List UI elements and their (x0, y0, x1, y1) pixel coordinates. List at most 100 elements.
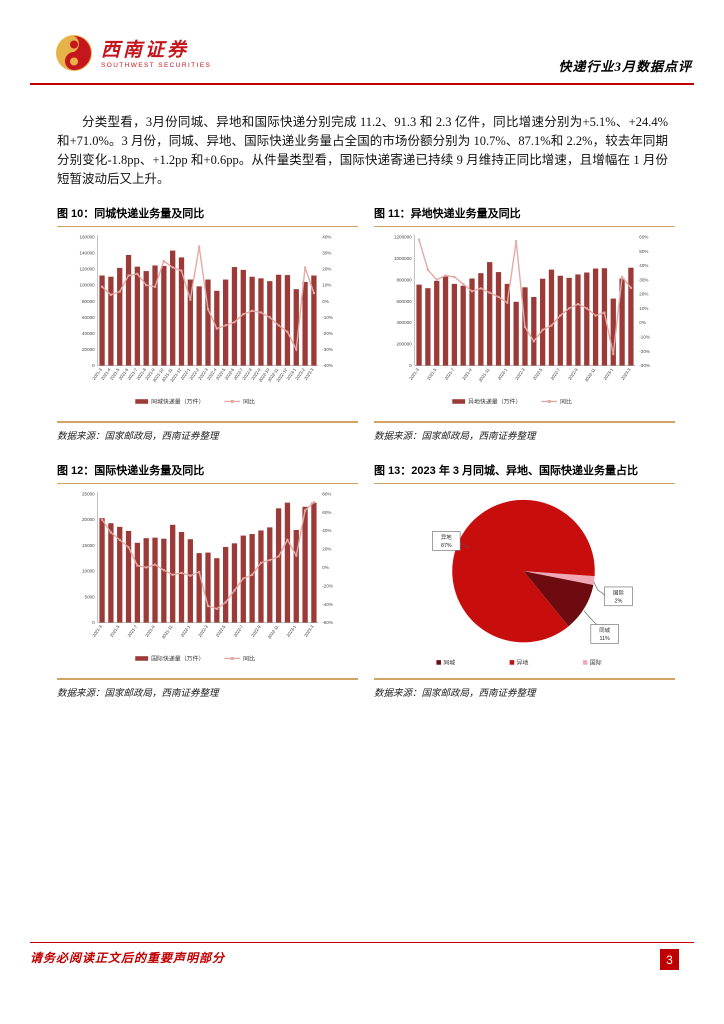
svg-text:60000: 60000 (82, 315, 95, 320)
header-rule (30, 83, 694, 85)
svg-text:2022-5: 2022-5 (215, 624, 227, 638)
svg-text:120000: 120000 (80, 267, 96, 272)
svg-text:10000: 10000 (82, 569, 95, 574)
svg-text:-20%: -20% (322, 331, 333, 336)
svg-text:87%: 87% (441, 543, 452, 549)
svg-text:2022-9: 2022-9 (250, 624, 262, 638)
svg-text:2021-9: 2021-9 (461, 367, 473, 381)
svg-text:国际: 国际 (613, 588, 624, 596)
svg-text:同城快递量（万件）: 同城快递量（万件） (151, 398, 204, 406)
svg-text:同比: 同比 (243, 655, 255, 663)
svg-text:2021-7: 2021-7 (444, 367, 456, 381)
footer-disclaimer: 请务必阅读正文后的重要声明部分 (30, 951, 226, 965)
figure-11: 图 11：异地快递业务量及同比 0 200000 400000 600000 80000… (374, 203, 675, 442)
figure-12-title: 图 12：国际快递业务量及同比 (57, 460, 358, 484)
svg-text:25000: 25000 (82, 492, 95, 497)
svg-text:1200000: 1200000 (394, 235, 412, 240)
svg-text:同城: 同城 (599, 627, 610, 634)
svg-text:异地快递量（万件）: 异地快递量（万件） (468, 398, 521, 406)
svg-text:40%: 40% (639, 263, 648, 268)
svg-text:600000: 600000 (397, 299, 413, 304)
svg-text:2021-7: 2021-7 (127, 624, 139, 638)
figure-13-source: 数据来源：国家邮政局，西南证券整理 (374, 678, 675, 699)
brand-text: 西南证券 SOUTHWEST SECURITIES (101, 41, 211, 70)
svg-text:20%: 20% (639, 292, 648, 297)
svg-text:2023-3: 2023-3 (303, 367, 315, 381)
svg-text:60%: 60% (639, 235, 648, 240)
svg-text:0: 0 (92, 620, 95, 625)
report-title: 快递行业3月数据点评 (558, 59, 692, 74)
brand-name-en: SOUTHWEST SECURITIES (101, 62, 212, 70)
svg-text:50%: 50% (639, 249, 648, 254)
figure-13-title: 图 13：2023 年 3 月同城、异地、国际快递业务量占比 (374, 460, 675, 484)
svg-text:2022-9: 2022-9 (567, 367, 579, 381)
company-logo-icon (55, 34, 93, 77)
page-footer: 请务必阅读正文后的重要声明部分 3 (30, 942, 694, 970)
figure-12: 图 12：国际快递业务量及同比 0 5000 10000 15000 20000 2500… (57, 460, 358, 699)
brand-name-cn: 西南证券 (101, 40, 190, 62)
figure-10-chart: 0 20000 40000 60000 80000 100000 120000 140000 1… (57, 229, 358, 419)
svg-text:200000: 200000 (397, 342, 413, 347)
svg-text:-30%: -30% (322, 347, 333, 352)
svg-text:2022-3: 2022-3 (197, 624, 209, 638)
svg-text:0%: 0% (639, 320, 646, 325)
svg-text:0: 0 (92, 363, 95, 368)
svg-text:-20%: -20% (639, 349, 650, 354)
body-paragraph: 分类型看，3月份同城、异地和国际快递分别完成 11.2、91.3 和 2.3 亿… (57, 115, 668, 186)
figure-10-title: 图 10：同城快递业务量及同比 (57, 203, 358, 227)
figure-10: 图 10：同城快递业务量及同比 0 20000 40000 60000 80000 100… (57, 203, 358, 442)
svg-text:2022-1: 2022-1 (179, 624, 191, 638)
svg-text:40000: 40000 (82, 331, 95, 336)
svg-text:-10%: -10% (322, 315, 333, 320)
svg-text:30%: 30% (322, 251, 331, 256)
svg-text:0: 0 (409, 363, 412, 368)
svg-text:0%: 0% (322, 299, 329, 304)
svg-text:2022-7: 2022-7 (232, 624, 244, 638)
svg-text:2023-3: 2023-3 (620, 367, 632, 381)
svg-text:0%: 0% (322, 565, 329, 570)
svg-text:20000: 20000 (82, 517, 95, 522)
svg-text:2021-3: 2021-3 (91, 624, 103, 638)
svg-text:2022-11: 2022-11 (267, 624, 280, 640)
figure-11-chart: 0 200000 400000 600000 800000 1000000 1200000 -… (374, 229, 675, 419)
svg-text:400000: 400000 (397, 320, 413, 325)
svg-text:-40%: -40% (322, 363, 333, 368)
page-header: 西南证券 SOUTHWEST SECURITIES 快递行业3月数据点评 (0, 0, 724, 77)
svg-text:2022-7: 2022-7 (549, 367, 561, 381)
brand-block: 西南证券 SOUTHWEST SECURITIES (55, 34, 211, 77)
figure-11-title: 图 11：异地快递业务量及同比 (374, 203, 675, 227)
svg-text:2021-11: 2021-11 (161, 624, 174, 640)
svg-text:20%: 20% (322, 547, 331, 552)
svg-text:2022-1: 2022-1 (496, 367, 508, 381)
svg-text:同比: 同比 (243, 398, 255, 406)
svg-text:140000: 140000 (80, 251, 96, 256)
svg-text:10%: 10% (639, 306, 648, 311)
svg-text:异地: 异地 (441, 533, 452, 541)
svg-text:-20%: -20% (322, 583, 333, 588)
svg-text:40%: 40% (322, 528, 331, 533)
svg-text:1000000: 1000000 (394, 256, 412, 261)
svg-text:异地: 异地 (517, 659, 529, 667)
svg-text:2021-9: 2021-9 (144, 624, 156, 638)
svg-text:同城: 同城 (443, 660, 455, 667)
svg-text:-40%: -40% (322, 602, 333, 607)
svg-text:-60%: -60% (322, 620, 333, 625)
svg-text:同比: 同比 (560, 398, 572, 406)
svg-text:2022-5: 2022-5 (532, 367, 544, 381)
figure-10-source: 数据来源：国家邮政局，西南证券整理 (57, 421, 358, 442)
svg-text:2023-3: 2023-3 (303, 624, 315, 638)
svg-text:2022-3: 2022-3 (514, 367, 526, 381)
svg-text:100000: 100000 (80, 283, 96, 288)
svg-text:20%: 20% (322, 267, 331, 272)
svg-text:160000: 160000 (80, 235, 96, 240)
svg-text:2023-1: 2023-1 (285, 624, 297, 638)
figures-grid: 图 10：同城快递业务量及同比 0 20000 40000 60000 80000 100… (57, 203, 675, 699)
figure-12-chart: 0 5000 10000 15000 20000 25000 -60% -40% -20% 0% 2… (57, 486, 358, 676)
svg-text:80000: 80000 (82, 299, 95, 304)
svg-text:2021-3: 2021-3 (408, 367, 420, 381)
svg-text:5000: 5000 (85, 594, 96, 599)
svg-text:11%: 11% (600, 636, 611, 642)
svg-text:15000: 15000 (82, 543, 95, 548)
figure-11-source: 数据来源：国家邮政局，西南证券整理 (374, 421, 675, 442)
